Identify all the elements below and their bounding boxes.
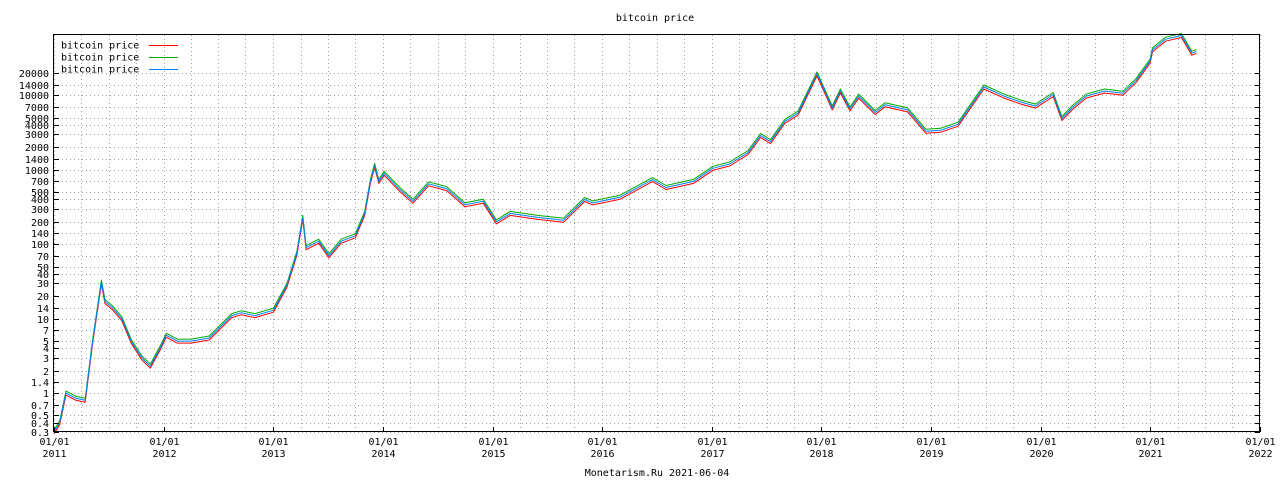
- x-tick-label-year: 2015: [481, 449, 505, 460]
- y-tick-label: 2000: [25, 143, 49, 154]
- y-tick-label: 20: [37, 292, 49, 303]
- y-tick-label: 40: [37, 270, 49, 281]
- x-tick-label-year: 2011: [42, 449, 66, 460]
- y-tick-label: 1.4: [31, 378, 49, 389]
- x-tick-label-year: 2014: [371, 449, 395, 460]
- x-tick-label-date: 01/01: [39, 437, 69, 448]
- y-tick-label: 0.4: [31, 419, 49, 430]
- x-tick-label-year: 2018: [809, 449, 833, 460]
- x-tick-label-date: 01/01: [258, 437, 288, 448]
- y-tick-label: 70: [37, 252, 49, 263]
- y-tick-label: 50: [37, 263, 49, 274]
- series-line-2: [53, 33, 1197, 431]
- y-tick-label: 0.3: [31, 428, 49, 439]
- y-tick-label: 300: [31, 205, 49, 216]
- y-tick-label: 700: [31, 177, 49, 188]
- x-tick-label-year: 2016: [590, 449, 614, 460]
- y-tick-label: 500: [31, 188, 49, 199]
- y-tick-label: 30: [37, 279, 49, 290]
- x-tick-label-date: 01/01: [1245, 437, 1275, 448]
- y-tick-label: 200: [31, 218, 49, 229]
- y-tick-label: 400: [31, 195, 49, 206]
- y-tick-label: 14000: [19, 81, 49, 92]
- y-tick-label: 1: [43, 389, 49, 400]
- x-tick-label-date: 01/01: [1135, 437, 1165, 448]
- y-tick-label: 5000: [25, 114, 49, 125]
- x-tick-label-year: 2017: [700, 449, 724, 460]
- legend-label-1: bitcoin price: [61, 41, 139, 52]
- y-tick-label: 1400: [25, 155, 49, 166]
- y-tick-label: 4000: [25, 121, 49, 132]
- x-tick-label-year: 2021: [1138, 449, 1162, 460]
- legend-label-3: bitcoin price: [61, 65, 139, 76]
- y-tick-label: 7: [43, 326, 49, 337]
- x-tick-label-date: 01/01: [149, 437, 179, 448]
- chart-series-group: [53, 33, 1197, 435]
- y-tick-label: 4: [43, 344, 49, 355]
- chart-footer: Monetarism.Ru 2021-06-04: [585, 468, 730, 479]
- x-tick-label-date: 01/01: [697, 437, 727, 448]
- x-tick-label-year: 2012: [152, 449, 176, 460]
- x-tick-label-date: 01/01: [1026, 437, 1056, 448]
- y-tick-label: 140: [31, 229, 49, 240]
- y-tick-label: 1000: [25, 166, 49, 177]
- x-tick-label-year: 2013: [261, 449, 285, 460]
- series-line-3: [53, 35, 1197, 433]
- x-tick-label-date: 01/01: [806, 437, 836, 448]
- x-tick-label-year: 2019: [919, 449, 943, 460]
- y-tick-label: 14: [37, 304, 49, 315]
- y-tick-label: 10: [37, 315, 49, 326]
- y-tick-label: 3000: [25, 130, 49, 141]
- x-tick-label-date: 01/01: [478, 437, 508, 448]
- x-tick-label-year: 2022: [1248, 449, 1272, 460]
- y-tick-label: 0.5: [31, 411, 49, 422]
- chart-grid: [54, 35, 1261, 433]
- legend-label-2: bitcoin price: [61, 53, 139, 64]
- series-line-1: [53, 37, 1197, 435]
- chart-title: bitcoin price: [616, 13, 694, 24]
- x-tick-label-date: 01/01: [368, 437, 398, 448]
- y-axis: 0.30.40.50.711.4234571014203040507010014…: [19, 69, 1260, 439]
- x-tick-label-date: 01/01: [587, 437, 617, 448]
- y-tick-label: 0.7: [31, 401, 49, 412]
- x-axis: 01/01201101/01201201/01201301/01201401/0…: [39, 427, 1276, 460]
- y-tick-label: 10000: [19, 91, 49, 102]
- y-tick-label: 20000: [19, 69, 49, 80]
- x-tick-label-year: 2020: [1029, 449, 1053, 460]
- y-tick-label: 5: [43, 337, 49, 348]
- y-tick-label: 100: [31, 240, 49, 251]
- y-tick-label: 2: [43, 367, 49, 378]
- x-tick-label-date: 01/01: [916, 437, 946, 448]
- y-tick-label: 7000: [25, 103, 49, 114]
- y-tick-label: 3: [43, 354, 49, 365]
